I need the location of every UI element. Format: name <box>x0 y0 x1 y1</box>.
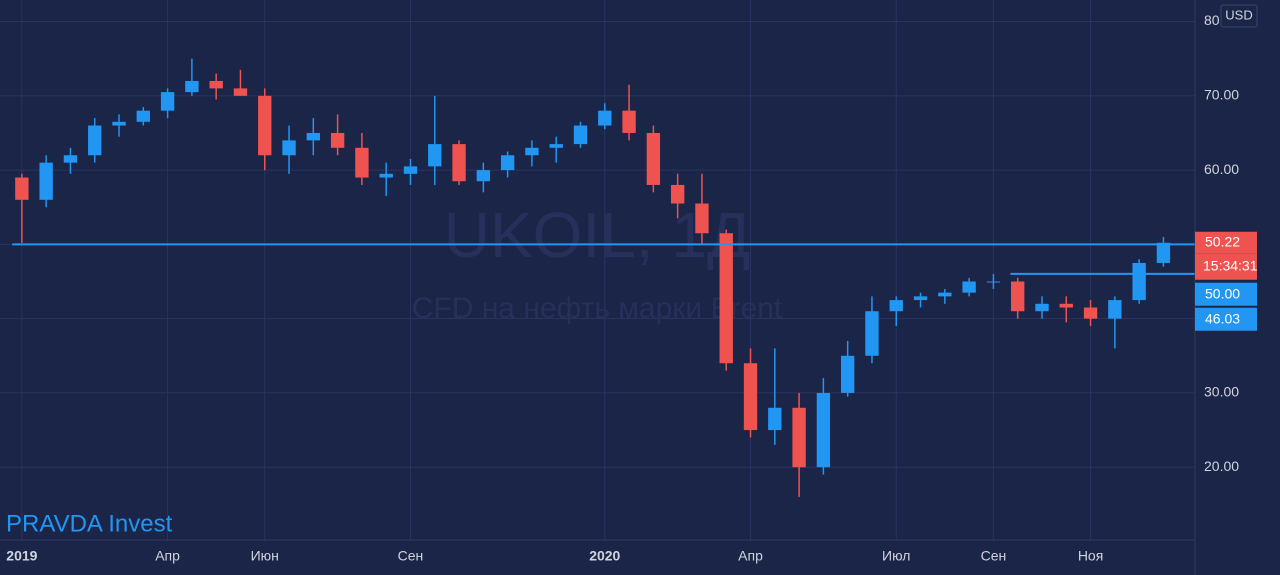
candle-body <box>452 144 466 182</box>
candle-body <box>768 407 782 431</box>
candle-body <box>913 296 928 301</box>
candle-body <box>258 95 272 156</box>
candle-body <box>889 300 903 312</box>
candle-body <box>185 80 199 93</box>
candle-body <box>938 292 952 297</box>
candle-body <box>598 110 612 126</box>
candle-body <box>306 132 321 141</box>
candle-body <box>233 88 248 96</box>
candle-body <box>525 147 539 156</box>
countdown-badge <box>1195 253 1257 280</box>
levels <box>12 243 1195 275</box>
candle-body <box>695 203 709 234</box>
candle-body <box>792 407 806 468</box>
candle-body <box>209 80 223 89</box>
x-tick-label: Апр <box>155 548 180 564</box>
candle-body <box>1132 262 1146 301</box>
level-label: 50.00 <box>1205 285 1240 301</box>
last-price-badge <box>1195 231 1257 254</box>
x-tick-label: Июл <box>882 548 910 564</box>
candle-body <box>136 110 150 122</box>
x-tick-label: Июн <box>251 548 279 564</box>
last-price: 50.22 <box>1205 233 1240 249</box>
level-badge <box>1195 307 1257 331</box>
candle-body <box>549 144 563 148</box>
candle-body <box>719 233 733 364</box>
candle-body <box>1083 307 1098 319</box>
candle-body <box>428 144 442 167</box>
y-tick-label: 60.00 <box>1204 161 1239 177</box>
x-tick-label: Сен <box>398 548 424 564</box>
candle-body <box>840 355 855 393</box>
candle-body <box>39 162 53 200</box>
candle-body <box>330 132 345 148</box>
y-tick-label: 30.00 <box>1204 384 1239 400</box>
brand: PRAVDA Invest <box>6 510 173 537</box>
candle-body <box>1156 242 1171 263</box>
candle-body <box>670 184 685 204</box>
badges: 50.22 15:34:31 50.00 46.03 <box>1195 231 1258 331</box>
candle-body <box>379 173 393 178</box>
x-tick-label: 2019 <box>6 548 37 564</box>
candle-body <box>1035 303 1049 312</box>
axes: 20.0030.0040.0050.0060.0070.0080.002019А… <box>6 12 1239 563</box>
candle-body <box>865 311 879 356</box>
y-tick-label: 20.00 <box>1204 458 1239 474</box>
level-label: 46.03 <box>1205 310 1240 326</box>
level-badge <box>1195 282 1257 306</box>
candle-body <box>962 281 976 293</box>
x-tick-label: Апр <box>738 548 763 564</box>
candle-body <box>1108 300 1122 319</box>
candle-body <box>63 155 78 163</box>
currency-box <box>1220 4 1258 28</box>
candle-body <box>355 147 369 178</box>
y-tick-label: 70.00 <box>1204 87 1239 103</box>
candle-body <box>112 121 126 126</box>
candle-body <box>743 363 758 431</box>
candle-body <box>160 92 175 111</box>
x-tick-label: Ноя <box>1078 548 1103 564</box>
x-tick-label: Сен <box>981 548 1007 564</box>
candle-body <box>622 110 636 133</box>
candles <box>15 58 1171 497</box>
candle-body <box>500 155 515 171</box>
countdown: 15:34:31 <box>1203 257 1258 273</box>
currency: USD <box>1225 7 1252 22</box>
candle-body <box>573 125 588 145</box>
candle-body <box>816 392 831 468</box>
candle-body <box>15 177 29 200</box>
candle-body <box>1011 281 1025 312</box>
candle-body <box>403 166 418 174</box>
candle-body <box>476 170 491 182</box>
candle-body <box>88 125 102 156</box>
candle-body <box>986 281 1001 283</box>
candle-body <box>282 140 296 156</box>
candle-body <box>1059 303 1073 308</box>
x-tick-label: 2020 <box>589 548 620 564</box>
candle-body <box>646 132 661 185</box>
